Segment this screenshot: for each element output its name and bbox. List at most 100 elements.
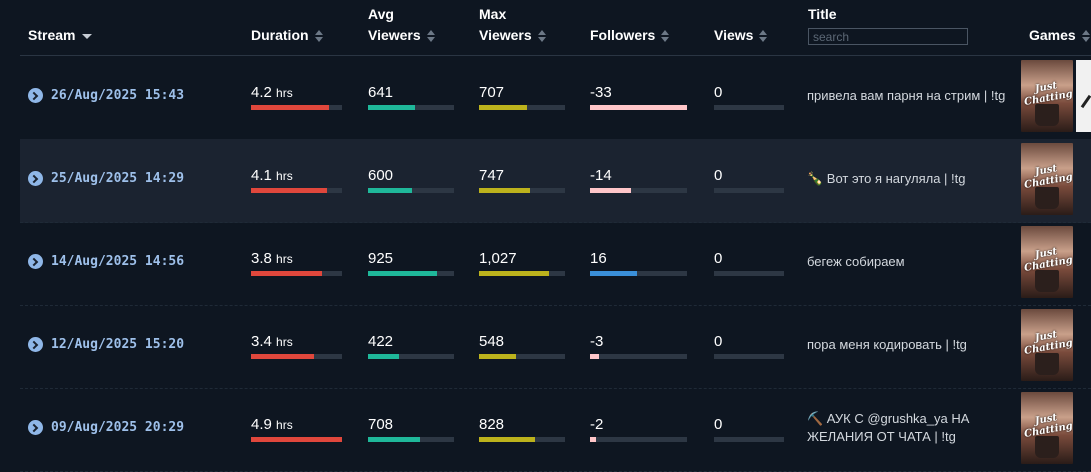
sort-icon	[314, 30, 323, 43]
expand-stream-icon[interactable]	[28, 337, 43, 352]
duration-bar	[251, 437, 342, 442]
stream-date-link[interactable]: 26/Aug/2025 15:43	[51, 88, 185, 103]
stream-date-link[interactable]: 25/Aug/2025 14:29	[51, 171, 185, 186]
max-viewers-bar-fill	[479, 105, 528, 110]
sort-desc-icon	[82, 33, 93, 39]
duration-bar-fill	[251, 188, 328, 193]
table-row[interactable]: 26/Aug/2025 15:43 4.2 hrs 641 707 -33 0 привел…	[20, 56, 1091, 140]
followers-bar-fill	[590, 188, 631, 193]
duration-bar	[251, 271, 342, 276]
sort-icon	[661, 30, 670, 43]
column-header-max-viewers[interactable]: Max Viewers	[479, 4, 546, 46]
views-bar	[714, 437, 784, 442]
duration-bar-fill	[251, 105, 330, 110]
game-thumbnail-just-chatting[interactable]: Just Chatting	[1021, 392, 1073, 464]
column-header-max-viewers-line1: Max	[479, 6, 507, 22]
followers-bar	[590, 271, 687, 276]
followers-bar	[590, 188, 687, 193]
avg-viewers-bar	[368, 271, 454, 276]
game-thumbnail-counter-strike[interactable]	[1076, 60, 1091, 132]
max-viewers-bar	[479, 437, 565, 442]
stream-date-link[interactable]: 09/Aug/2025 20:29	[51, 420, 185, 435]
stream-date-link[interactable]: 14/Aug/2025 14:56	[51, 254, 185, 269]
game-thumbnail-label: Just Chatting	[1023, 246, 1073, 275]
followers-bar-fill	[590, 271, 637, 276]
duration-bar-fill	[251, 354, 314, 359]
table-row[interactable]: 12/Aug/2025 15:20 3.4 hrs 422 548 -3 0 пора ме…	[20, 305, 1091, 389]
column-header-stream[interactable]: Stream	[28, 25, 93, 46]
game-thumbnail-label: Just Chatting	[1023, 412, 1073, 441]
duration-unit: hrs	[276, 418, 293, 432]
column-header-avg-viewers-line1: Avg	[368, 6, 394, 22]
column-header-games[interactable]: Games	[1029, 25, 1090, 46]
duration-value: 4.9 hrs	[251, 416, 293, 433]
avg-viewers-value: 422	[368, 333, 394, 350]
duration-value: 4.1 hrs	[251, 167, 293, 184]
expand-stream-icon[interactable]	[28, 88, 43, 103]
table-header	[20, 0, 1091, 56]
stream-title: привела вам парня на стрим | !tg	[807, 88, 1006, 103]
mug-icon	[1035, 353, 1059, 375]
game-thumbnail-just-chatting[interactable]: Just Chatting	[1021, 143, 1073, 215]
duration-value: 3.4 hrs	[251, 333, 293, 350]
max-viewers-bar-fill	[479, 271, 549, 276]
views-bar	[714, 271, 784, 276]
game-thumbnail-just-chatting[interactable]: Just Chatting	[1021, 60, 1073, 132]
column-header-duration[interactable]: Duration	[251, 25, 323, 46]
title-search-input[interactable]	[808, 28, 968, 45]
max-viewers-bar	[479, 271, 565, 276]
max-viewers-bar-fill	[479, 188, 530, 193]
stream-title: пора меня кодировать | !tg	[807, 337, 967, 352]
duration-number: 4.1	[251, 167, 272, 184]
avg-viewers-value: 600	[368, 167, 394, 184]
max-viewers-value: 1,027	[479, 250, 517, 267]
sort-icon	[537, 30, 546, 43]
game-thumbnail-just-chatting[interactable]: Just Chatting	[1021, 309, 1073, 381]
table-row[interactable]: 25/Aug/2025 14:29 4.1 hrs 600 747 -14 0 🍾 Вот …	[20, 139, 1091, 223]
duration-bar	[251, 188, 342, 193]
avg-viewers-bar	[368, 188, 454, 193]
views-value: 0	[714, 333, 723, 350]
followers-value: -14	[590, 167, 612, 184]
column-header-views[interactable]: Views	[714, 25, 768, 46]
max-viewers-value: 747	[479, 167, 505, 184]
duration-unit: hrs	[276, 252, 293, 266]
views-value: 0	[714, 167, 723, 184]
duration-unit: hrs	[276, 169, 293, 183]
stream-date-link[interactable]: 12/Aug/2025 15:20	[51, 337, 185, 352]
duration-value: 3.8 hrs	[251, 250, 293, 267]
sort-icon	[426, 30, 435, 43]
column-header-followers[interactable]: Followers	[590, 25, 670, 46]
mug-icon	[1035, 270, 1059, 292]
game-thumbnail-just-chatting[interactable]: Just Chatting	[1021, 226, 1073, 298]
column-header-title-label: Title	[808, 6, 837, 22]
mug-icon	[1035, 104, 1059, 126]
table-row[interactable]: 14/Aug/2025 14:56 3.8 hrs 925 1,027 16 0 бегеж…	[20, 222, 1091, 306]
duration-bar	[251, 354, 342, 359]
duration-number: 4.2	[251, 84, 272, 101]
duration-bar-fill	[251, 437, 342, 442]
duration-bar	[251, 105, 342, 110]
followers-bar	[590, 354, 687, 359]
followers-value: -3	[590, 333, 604, 350]
expand-stream-icon[interactable]	[28, 420, 43, 435]
views-bar	[714, 105, 784, 110]
followers-value: -2	[590, 416, 604, 433]
views-value: 0	[714, 84, 723, 101]
table-row[interactable]: 09/Aug/2025 20:29 4.9 hrs 708 828 -2 0 ⛏️ АУК …	[20, 388, 1091, 472]
followers-bar	[590, 105, 687, 110]
expand-stream-icon[interactable]	[28, 254, 43, 269]
column-header-title: Title	[808, 4, 837, 25]
duration-value: 4.2 hrs	[251, 84, 293, 101]
duration-unit: hrs	[276, 335, 293, 349]
sort-icon	[1081, 30, 1090, 43]
column-header-avg-viewers[interactable]: Avg Viewers	[368, 4, 435, 46]
max-viewers-bar	[479, 188, 565, 193]
max-viewers-bar	[479, 105, 565, 110]
column-header-followers-label: Followers	[590, 27, 656, 43]
followers-bar	[590, 437, 687, 442]
views-bar	[714, 188, 784, 193]
avg-viewers-bar	[368, 437, 454, 442]
duration-bar-fill	[251, 271, 322, 276]
expand-stream-icon[interactable]	[28, 171, 43, 186]
